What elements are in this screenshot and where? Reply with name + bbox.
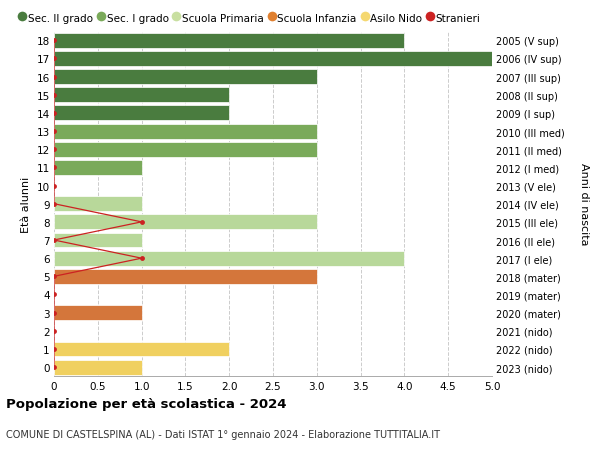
- Bar: [54, 306, 142, 320]
- Bar: [54, 124, 317, 139]
- Bar: [54, 251, 404, 266]
- Bar: [54, 197, 142, 212]
- Text: COMUNE DI CASTELSPINA (AL) - Dati ISTAT 1° gennaio 2024 - Elaborazione TUTTITALI: COMUNE DI CASTELSPINA (AL) - Dati ISTAT …: [6, 429, 440, 439]
- Text: Popolazione per età scolastica - 2024: Popolazione per età scolastica - 2024: [6, 397, 287, 410]
- Bar: [54, 161, 142, 175]
- Bar: [54, 34, 404, 49]
- Bar: [54, 269, 317, 284]
- Legend: Sec. II grado, Sec. I grado, Scuola Primaria, Scuola Infanzia, Asilo Nido, Stran: Sec. II grado, Sec. I grado, Scuola Prim…: [20, 13, 481, 23]
- Bar: [54, 215, 317, 230]
- Bar: [54, 70, 317, 85]
- Bar: [54, 88, 229, 103]
- Bar: [54, 52, 492, 67]
- Bar: [54, 142, 317, 157]
- Bar: [54, 106, 229, 121]
- Bar: [54, 360, 142, 375]
- Bar: [54, 342, 229, 357]
- Y-axis label: Anni di nascita: Anni di nascita: [579, 163, 589, 246]
- Bar: [54, 233, 142, 248]
- Y-axis label: Età alunni: Età alunni: [21, 176, 31, 232]
